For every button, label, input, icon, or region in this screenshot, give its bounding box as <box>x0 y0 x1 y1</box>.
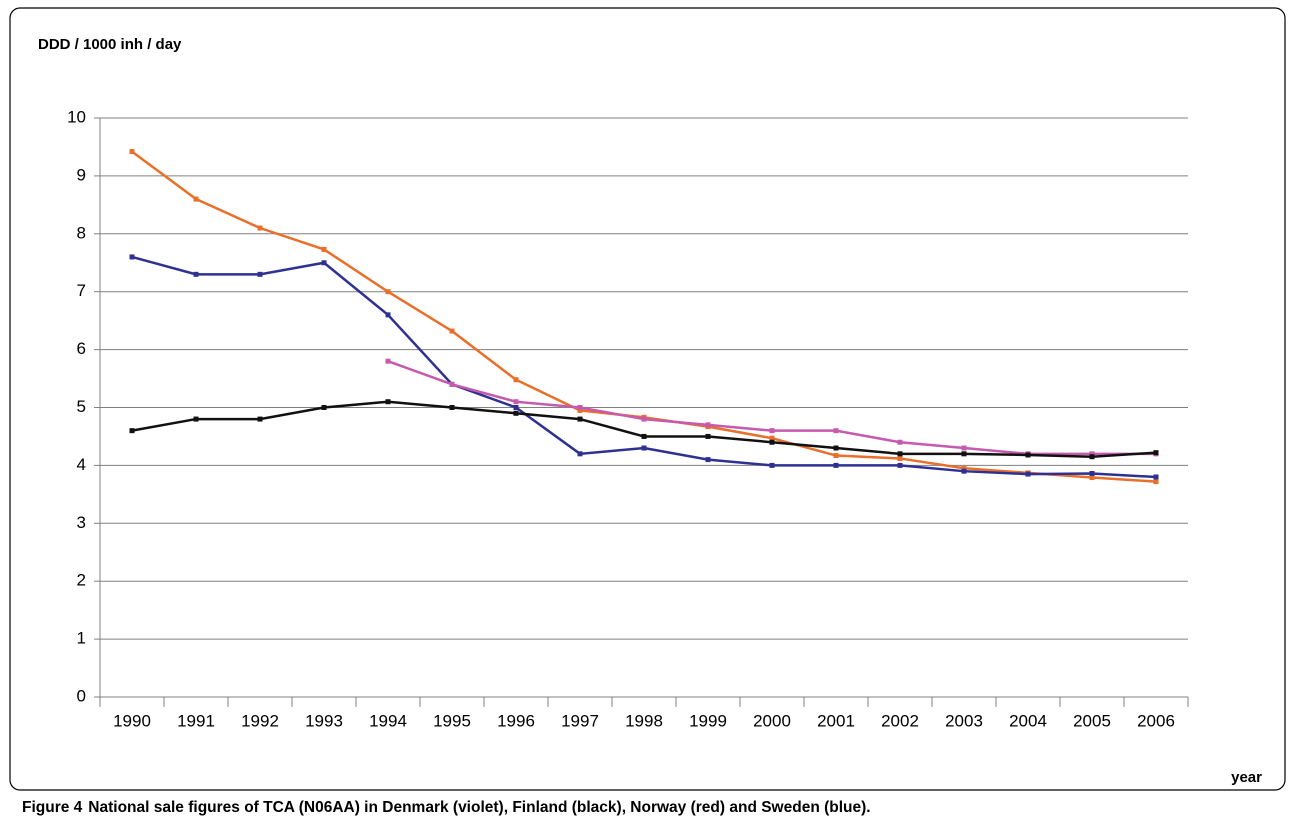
point <box>321 246 327 252</box>
x-tick-label: 2004 <box>1009 711 1047 730</box>
x-tick-label: 2003 <box>945 711 983 730</box>
caption: Figure 4 National sale figures of TCA (N0… <box>22 799 871 816</box>
point <box>961 451 967 457</box>
x-tick-label: 1994 <box>369 711 407 730</box>
point <box>129 149 135 155</box>
point <box>1089 475 1095 481</box>
caption-text: National sale figures of TCA (N06AA) in … <box>88 799 870 816</box>
point <box>1089 451 1095 457</box>
x-tick-label: 1995 <box>433 711 471 730</box>
point <box>321 405 327 410</box>
point <box>1089 454 1095 460</box>
point <box>897 455 903 461</box>
point <box>129 428 135 434</box>
x-tick-label: 2006 <box>1137 711 1175 730</box>
point <box>257 225 263 231</box>
point <box>513 377 519 383</box>
point <box>961 465 967 471</box>
x-tick-label: 1999 <box>689 711 727 730</box>
x-tick-label: 1990 <box>113 711 151 730</box>
x-tick-label: 1992 <box>241 711 279 730</box>
point <box>641 445 647 451</box>
point <box>257 416 263 422</box>
point <box>1089 471 1095 477</box>
point <box>833 445 839 451</box>
point <box>705 422 711 428</box>
point <box>385 399 391 405</box>
point <box>833 428 839 434</box>
y-tick-label: 4 <box>77 455 86 474</box>
point <box>385 312 391 318</box>
x-tick-label: 1996 <box>497 711 535 730</box>
point <box>1025 452 1031 458</box>
point <box>833 462 839 468</box>
point <box>257 271 263 277</box>
point <box>513 410 519 416</box>
point <box>577 405 583 410</box>
x-axis-label: year <box>1231 769 1262 786</box>
point <box>1153 479 1159 485</box>
x-tick-label: 2000 <box>753 711 791 730</box>
point <box>769 462 775 468</box>
point <box>193 416 199 422</box>
point <box>705 457 711 463</box>
point <box>193 271 199 277</box>
series-line <box>131 150 1157 483</box>
point <box>129 254 135 260</box>
x-tick-label: 2005 <box>1073 711 1111 730</box>
x-tick-label: 1991 <box>177 711 215 730</box>
y-tick-label: 3 <box>77 513 86 532</box>
point <box>641 433 647 439</box>
point <box>513 399 519 405</box>
point <box>321 260 327 266</box>
caption-label: Figure 4 <box>22 799 83 816</box>
y-tick-label: 6 <box>77 339 86 358</box>
point <box>961 468 967 474</box>
y-tick-label: 0 <box>77 686 86 705</box>
series-line <box>131 255 1157 479</box>
x-tick-label: 1998 <box>625 711 663 730</box>
point <box>577 416 583 422</box>
x-tick-label: 1993 <box>305 711 343 730</box>
point <box>897 462 903 468</box>
point <box>577 451 583 457</box>
point <box>385 289 391 295</box>
frame <box>9 7 1286 791</box>
point <box>449 405 455 410</box>
point <box>961 445 967 451</box>
y-axis-label: DDD / 1000 inh / day <box>38 36 182 53</box>
point <box>193 196 199 202</box>
y-tick-label: 2 <box>77 571 86 590</box>
y-tick-label: 7 <box>77 281 86 300</box>
point <box>1153 474 1159 480</box>
point <box>513 405 519 410</box>
x-tick-label: 1997 <box>561 711 599 730</box>
point <box>641 416 647 422</box>
point <box>897 451 903 457</box>
point <box>1153 450 1159 456</box>
point <box>449 381 455 387</box>
point <box>769 439 775 445</box>
x-tick-label: 2002 <box>881 711 919 730</box>
point <box>897 439 903 445</box>
y-tick-label: 10 <box>67 107 86 126</box>
point <box>769 435 775 441</box>
point <box>1025 471 1031 477</box>
y-tick-label: 9 <box>77 165 86 184</box>
x-tick-label: 2001 <box>817 711 855 730</box>
y-tick-label: 5 <box>77 397 86 416</box>
point <box>449 328 455 334</box>
point <box>705 433 711 439</box>
y-tick-label: 8 <box>77 223 86 242</box>
point <box>833 453 839 459</box>
point <box>385 358 391 364</box>
y-tick-label: 1 <box>77 629 86 648</box>
point <box>769 428 775 434</box>
point <box>577 407 583 413</box>
